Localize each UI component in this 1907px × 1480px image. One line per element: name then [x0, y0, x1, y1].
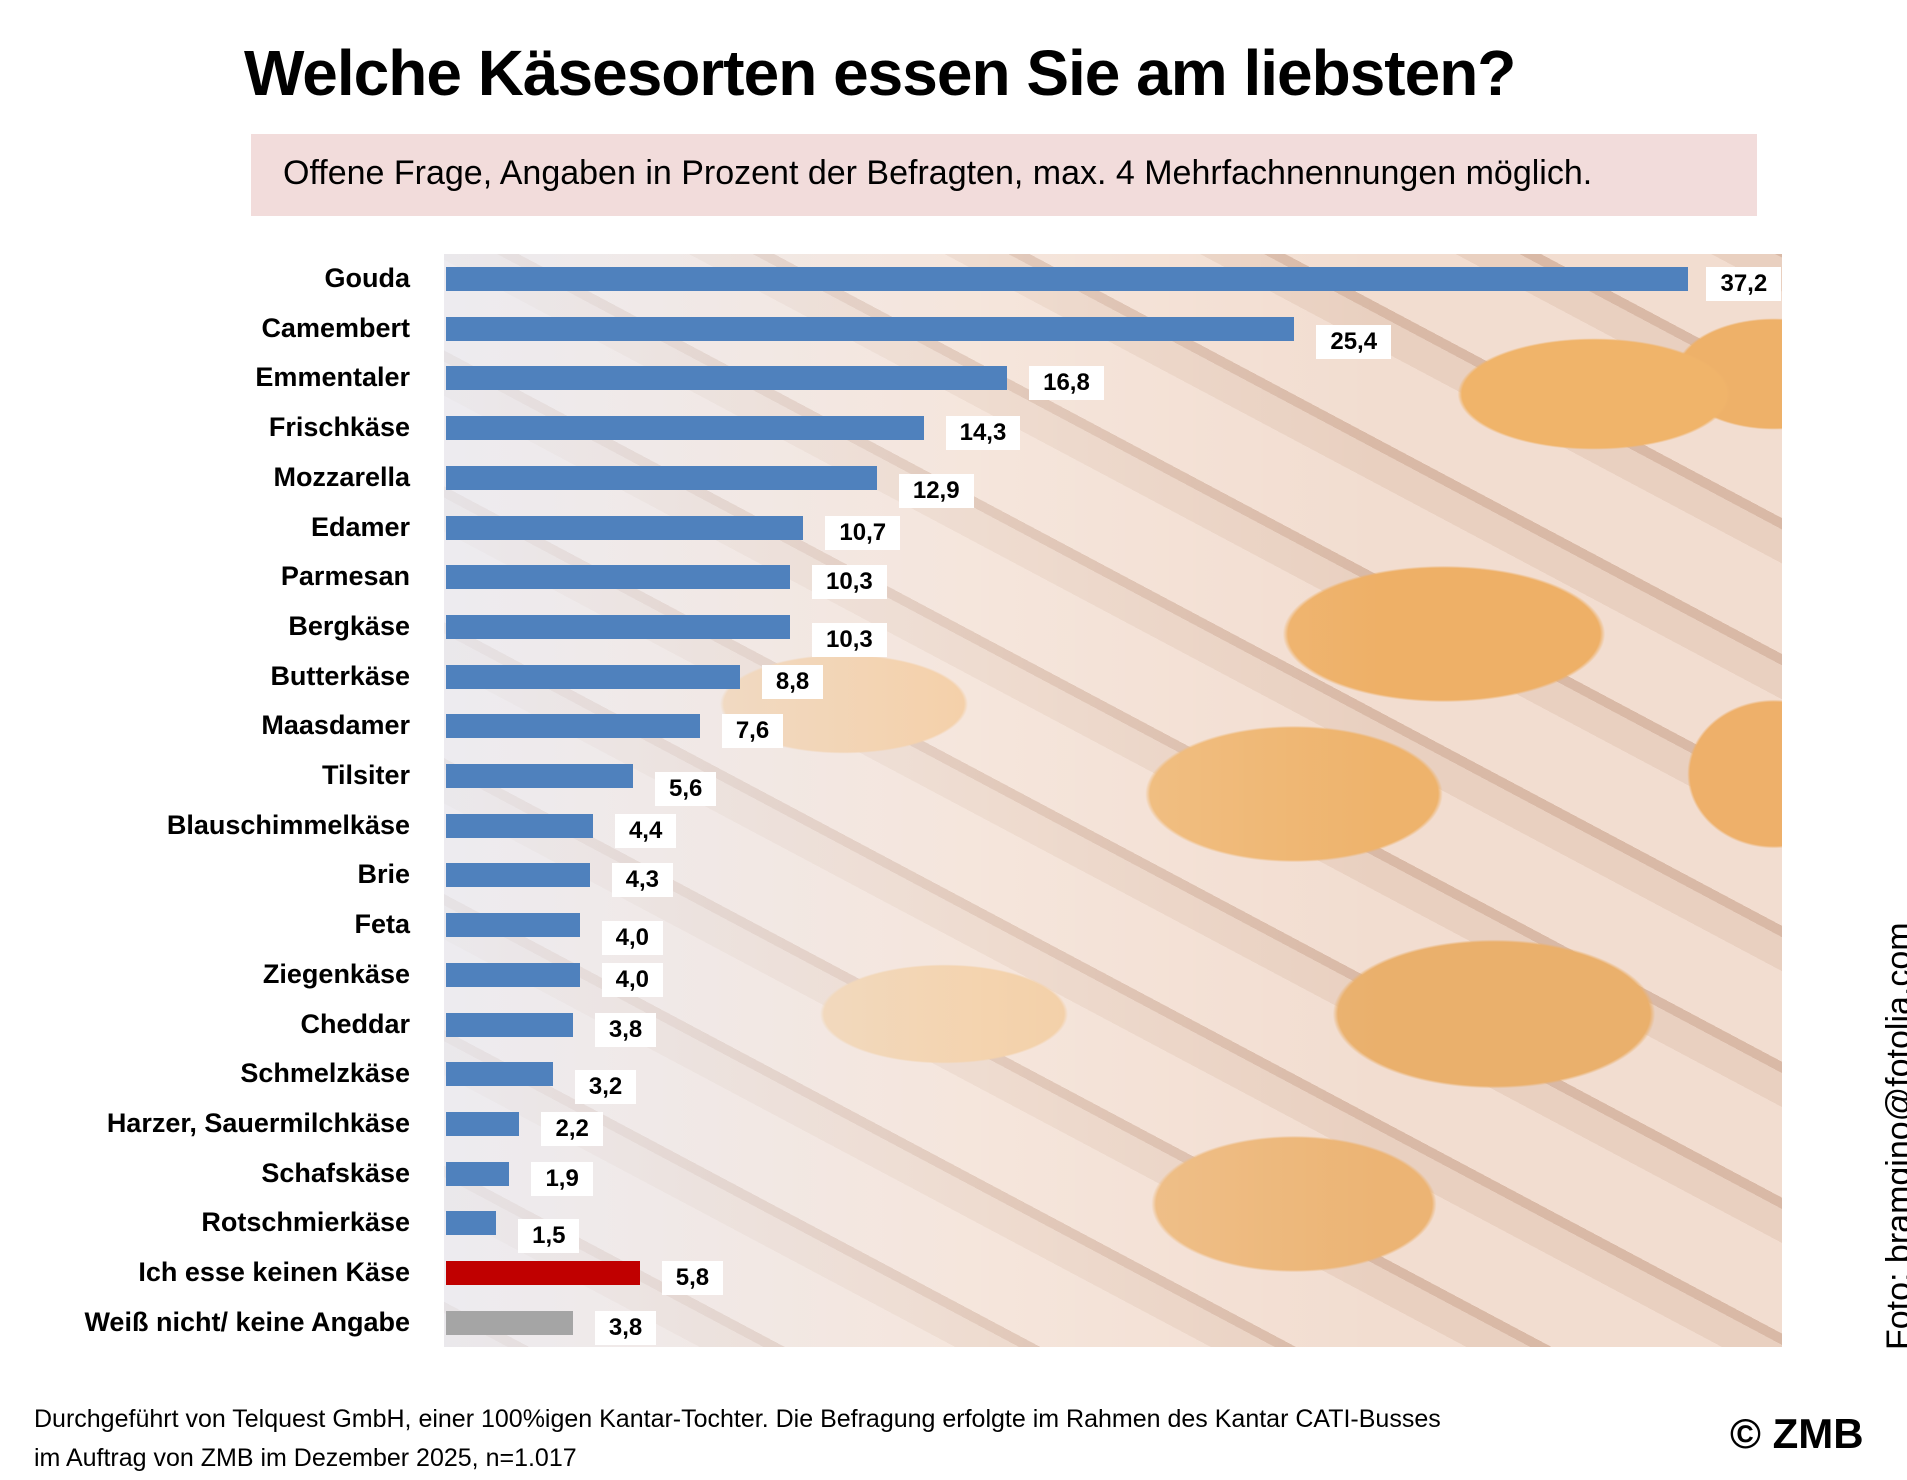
value-label: 4,3: [611, 863, 673, 898]
value-label: 1,5: [518, 1219, 580, 1254]
value-label: 12,9: [898, 473, 974, 508]
bar: [446, 863, 590, 888]
value-label: 3,8: [594, 1012, 657, 1047]
bar: [446, 913, 580, 938]
bar: [446, 614, 791, 639]
category-label: Camembert: [261, 312, 410, 343]
subtitle-box: Offene Frage, Angaben in Prozent der Bef…: [251, 134, 1757, 216]
category-label: Bergkäse: [288, 610, 410, 641]
category-label: Maasdamer: [261, 710, 410, 741]
footer-line-2: im Auftrag von ZMB im Dezember 2025, n=1…: [34, 1444, 577, 1472]
copyright: © ZMB: [1730, 1410, 1864, 1457]
value-label: 4,0: [601, 921, 663, 956]
value-label: 3,8: [594, 1310, 657, 1345]
category-label: Rotschmierkäse: [201, 1207, 410, 1238]
value-label: 25,4: [1316, 324, 1392, 359]
bar: [446, 366, 1008, 391]
category-label: Mozzarella: [273, 461, 410, 492]
category-label: Schmelzkäse: [240, 1058, 410, 1089]
bar: [446, 962, 580, 987]
chart-title: Welche Käsesorten essen Sie am liebsten?: [244, 37, 1516, 109]
value-label: 37,2: [1706, 267, 1782, 301]
bar: [446, 515, 804, 540]
category-label: Emmentaler: [255, 362, 410, 393]
category-label: Schafskäse: [261, 1157, 410, 1188]
value-label: 2,2: [541, 1111, 603, 1146]
bar: [446, 764, 634, 788]
value-label: 8,8: [761, 664, 824, 699]
value-label: 5,8: [661, 1261, 724, 1295]
value-label: 4,0: [601, 962, 663, 997]
value-label: 7,6: [721, 714, 784, 749]
value-label: 4,4: [614, 813, 677, 848]
photo-credit: Foto: bramgino@fotolia.com: [1880, 922, 1907, 1350]
bar: [446, 813, 593, 838]
category-label: Harzer, Sauermilchkäse: [106, 1107, 410, 1138]
bar: [446, 1211, 497, 1236]
bar: [446, 1111, 520, 1136]
value-label: 10,7: [825, 515, 901, 550]
category-label: Butterkäse: [270, 660, 410, 691]
category-label: Blauschimmelkäse: [166, 809, 410, 840]
category-label: Frischkäse: [268, 412, 410, 443]
value-label: 14,3: [945, 416, 1021, 451]
category-label: Feta: [354, 909, 410, 940]
value-label: 10,3: [812, 622, 887, 657]
category-label: Cheddar: [300, 1008, 410, 1039]
bar: [446, 1261, 640, 1285]
category-label: Ich esse keinen Käse: [138, 1257, 410, 1287]
bar: [446, 465, 877, 490]
bar: [446, 267, 1689, 291]
value-label: 3,2: [574, 1070, 637, 1105]
bar: [446, 1012, 573, 1037]
value-label: 10,3: [812, 565, 887, 600]
category-label: Tilsiter: [321, 760, 410, 790]
chart-subtitle: Offene Frage, Angaben in Prozent der Bef…: [283, 154, 1593, 192]
bar: [446, 1161, 510, 1186]
bar: [446, 565, 791, 590]
bar: [446, 1310, 573, 1335]
bar: [446, 316, 1295, 341]
footer-line-1: Durchgeführt von Telquest GmbH, einer 10…: [34, 1405, 1441, 1433]
category-label: Brie: [357, 859, 410, 890]
value-label: 5,6: [655, 772, 717, 806]
category-label: Edamer: [310, 511, 410, 542]
bar: [446, 1062, 553, 1087]
category-label: Weiß nicht/ keine Angabe: [84, 1306, 410, 1337]
category-label: Ziegenkäse: [262, 958, 410, 989]
bar: [446, 664, 740, 689]
bar: [446, 714, 700, 739]
bar: [446, 416, 924, 441]
value-label: 16,8: [1029, 366, 1104, 401]
category-label: Parmesan: [280, 561, 410, 592]
value-label: 1,9: [531, 1161, 593, 1196]
category-label: Gouda: [324, 263, 411, 293]
